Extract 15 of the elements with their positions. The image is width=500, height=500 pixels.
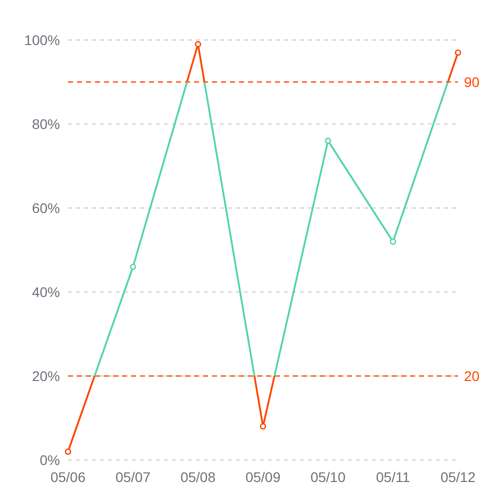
x-tick-label: 05/12 <box>440 468 476 485</box>
y-tick-label: 40% <box>32 284 60 300</box>
y-tick-label: 60% <box>32 200 60 216</box>
x-tick-label: 05/09 <box>245 468 281 485</box>
x-tick-label: 05/10 <box>310 468 346 485</box>
x-tick-label: 05/08 <box>180 468 216 485</box>
x-tick-label: 05/06 <box>50 468 86 485</box>
ref-line-label: 90 <box>464 74 480 90</box>
y-tick-label: 20% <box>32 368 60 384</box>
x-tick-label: 05/07 <box>115 468 151 485</box>
y-tick-label: 100% <box>24 32 60 48</box>
x-tick-label: 05/11 <box>376 468 410 485</box>
y-tick-label: 0% <box>40 452 60 468</box>
ref-line-label: 20 <box>464 368 480 384</box>
y-tick-label: 80% <box>32 116 60 132</box>
